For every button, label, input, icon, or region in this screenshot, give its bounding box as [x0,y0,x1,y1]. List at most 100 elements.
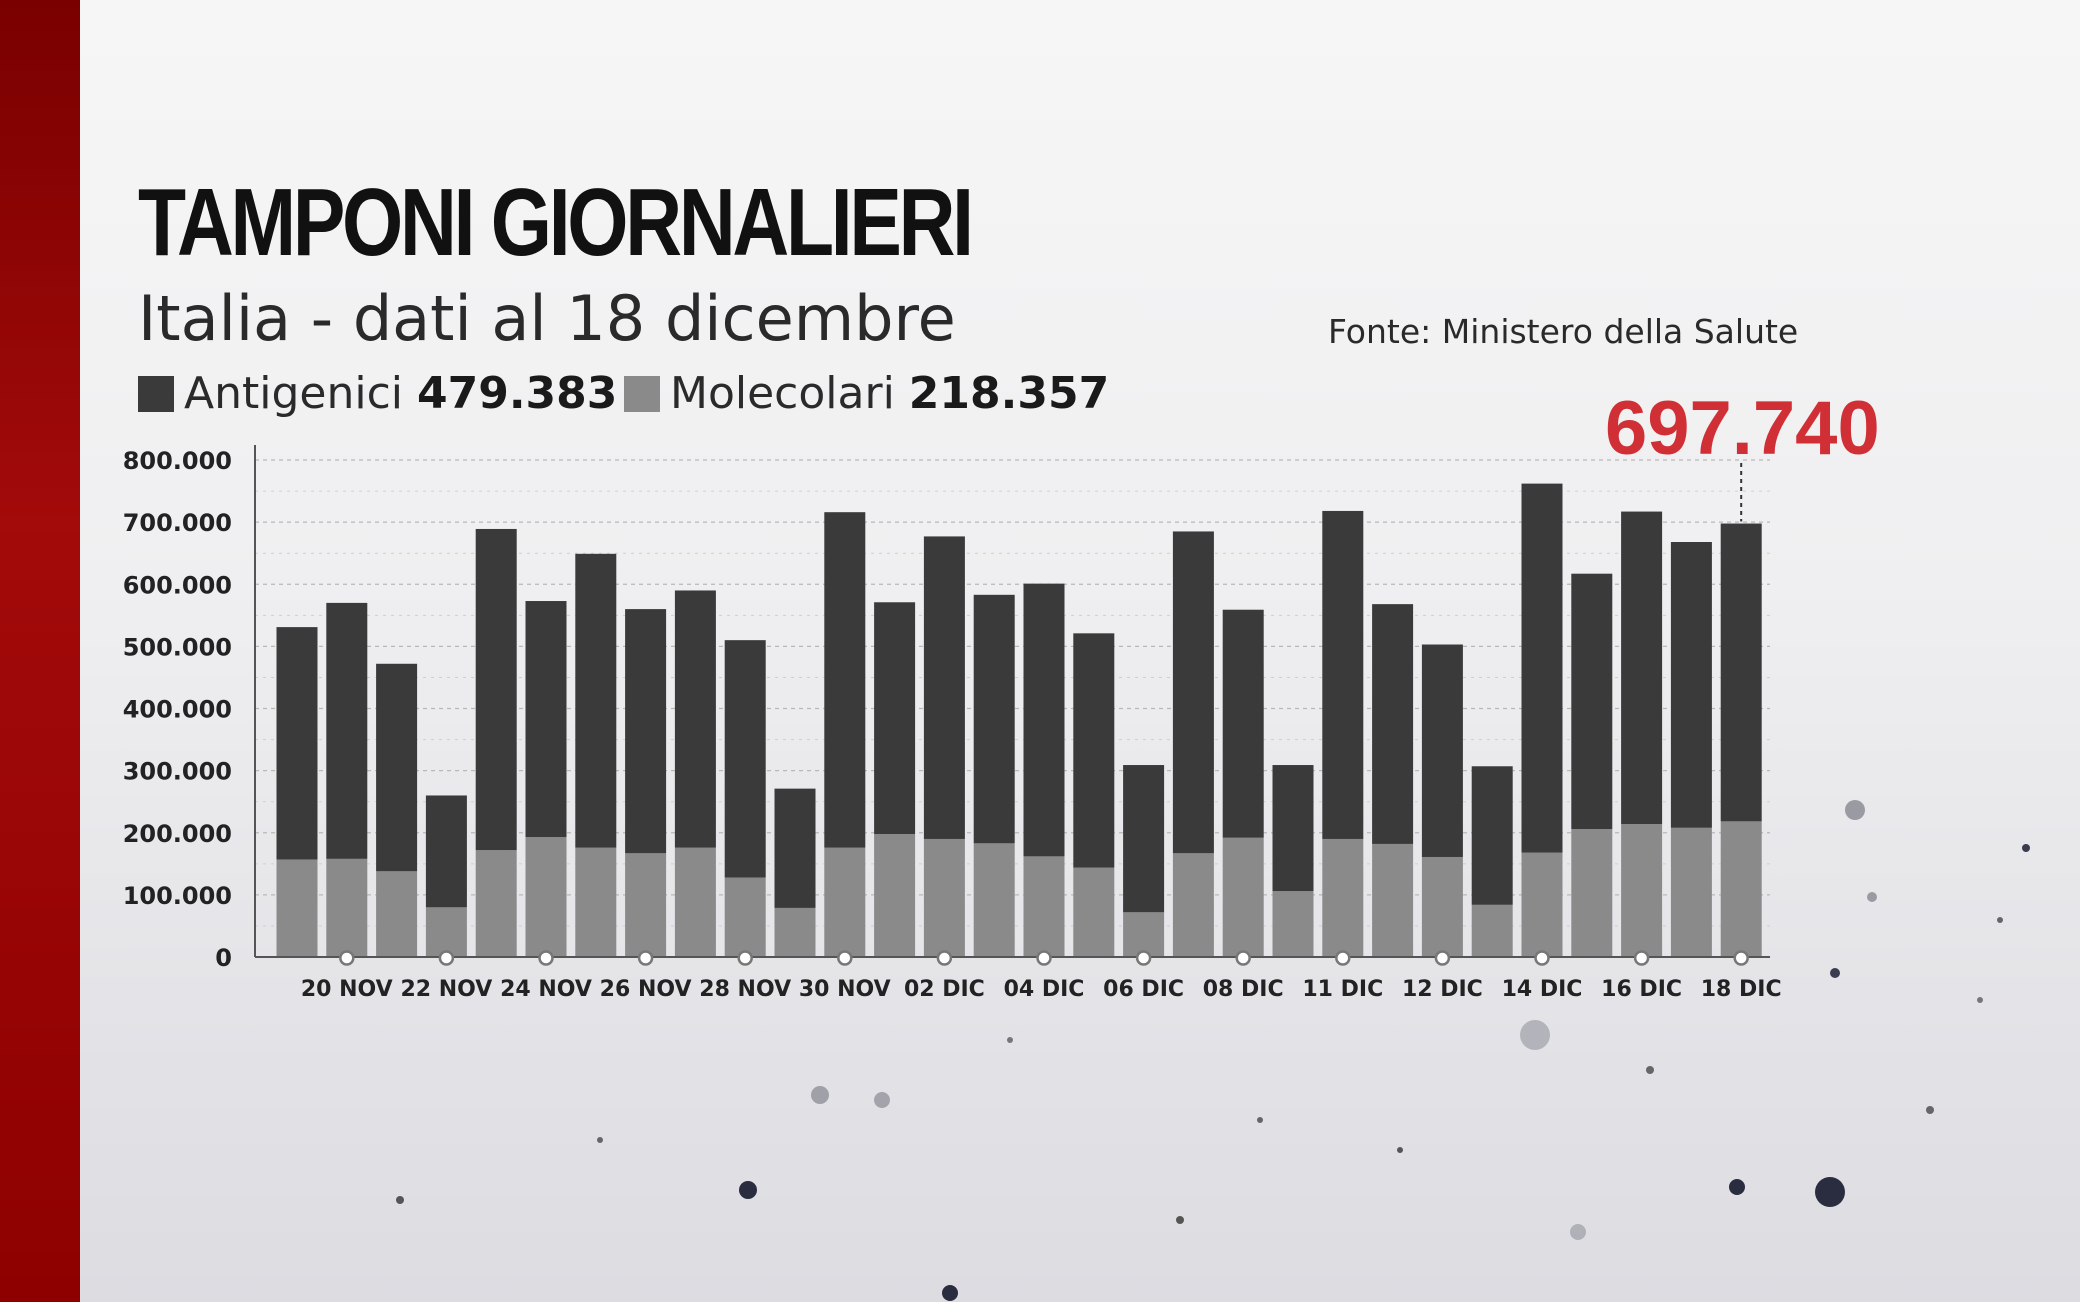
legend-label-molecolari: Molecolari [670,368,895,419]
background-speckle [1176,1216,1184,1224]
background-speckle [1570,1224,1586,1240]
highlight-total-value: 697.740 [1605,386,1880,471]
bar-antigenici [1670,542,1712,828]
x-tick-label: 26 NOV [600,977,692,1002]
x-tick-marker [737,950,753,966]
x-tick-marker [438,950,455,966]
background-speckle [942,1285,958,1301]
bar-antigenici [824,512,866,848]
bar-antigenici [874,602,916,834]
x-tick-label: 16 DIC [1601,977,1682,1002]
bar-molecolari [525,837,567,957]
bar-antigenici [1421,644,1463,857]
x-tick-label: 24 NOV [500,977,592,1002]
y-tick-label: 700.000 [123,509,232,537]
bar-antigenici [575,553,617,848]
x-tick-label: 02 DIC [904,977,985,1002]
x-tick-marker [339,950,355,966]
background-speckle [1007,1037,1013,1043]
bar-antigenici [1571,573,1613,830]
y-tick-label: 400.000 [123,696,232,724]
background-speckle [1845,800,1865,820]
x-tick-label: 20 NOV [301,977,393,1002]
bar-molecolari [1471,904,1513,957]
bar-molecolari [973,843,1015,957]
bar-antigenici [1621,511,1663,825]
x-tick-marker [637,950,654,966]
bar-antigenici [625,609,667,854]
bar-antigenici [774,788,816,908]
x-tick-marker [1235,950,1251,966]
bar-molecolari [1123,912,1165,957]
background-speckle [597,1137,603,1143]
x-tick-marker [837,950,853,966]
bar-antigenici [1372,604,1414,844]
bar-antigenici [1073,633,1115,868]
x-tick-label: 28 NOV [699,977,791,1002]
source-note: Fonte: Ministero della Salute [1328,312,1799,351]
background-speckle [2022,844,2030,852]
legend-item-molecolari: Molecolari 218.357 [624,368,1109,419]
background-speckle [1830,968,1840,978]
background-speckle [1646,1066,1654,1074]
bar-molecolari [1372,843,1414,957]
bar-molecolari [874,833,916,957]
bar-molecolari [1073,867,1115,957]
background-speckle [1867,892,1877,902]
bar-molecolari [1023,856,1065,957]
x-tick-label: 06 DIC [1103,977,1184,1002]
background-speckle [874,1092,890,1108]
bar-antigenici [376,663,418,872]
x-tick-marker [1036,950,1052,966]
background-speckle [396,1196,404,1204]
y-tick-label: 100.000 [123,882,232,910]
bar-antigenici [1521,483,1563,853]
bar-molecolari [1322,838,1364,957]
bar-antigenici [1222,609,1264,838]
legend-swatch-antigenici [138,376,174,412]
bar-antigenici [1123,765,1165,913]
bar-molecolari [425,907,467,957]
y-tick-label: 800.000 [123,447,232,475]
bar-molecolari [625,853,667,957]
bar-molecolari [1272,891,1314,957]
x-tick-label: 04 DIC [1004,977,1085,1002]
y-tick-label: 600.000 [123,571,232,599]
bar-antigenici [1471,766,1513,905]
x-tick-label: 18 DIC [1701,977,1782,1002]
bar-antigenici [1272,765,1314,892]
bar-molecolari [1621,824,1663,957]
chart-subtitle: Italia - dati al 18 dicembre [138,282,956,355]
x-tick-marker [936,950,953,966]
bar-molecolari [1421,856,1463,957]
bar-molecolari [475,850,517,957]
bar-molecolari [1571,829,1613,957]
bar-antigenici [724,640,766,878]
bar-antigenici [923,536,965,839]
x-tick-label: 30 NOV [799,977,891,1002]
y-tick-label: 0 [215,944,232,972]
bar-molecolari [575,847,617,957]
background-speckle [1977,997,1983,1003]
bar-molecolari [1670,827,1712,957]
legend-value-antigenici: 479.383 [417,368,618,419]
x-tick-marker [1335,950,1351,966]
x-tick-label: 11 DIC [1302,977,1383,1002]
legend-label-antigenici: Antigenici [184,368,403,419]
bar-antigenici [425,795,467,908]
bar-antigenici [525,601,567,838]
bar-molecolari [774,907,816,957]
bar-antigenici [1023,583,1065,857]
bar-antigenici [1322,510,1364,839]
background-speckle [1257,1117,1263,1123]
x-tick-label: 08 DIC [1203,977,1284,1002]
bar-molecolari [923,838,965,957]
bar-molecolari [724,877,766,957]
bar-antigenici [973,594,1015,844]
legend-swatch-molecolari [624,376,660,412]
y-tick-label: 500.000 [123,633,232,661]
bar-antigenici [276,627,318,860]
x-tick-marker [1733,950,1749,966]
chart-title: TAMPONI GIORNALIERI [138,169,974,276]
